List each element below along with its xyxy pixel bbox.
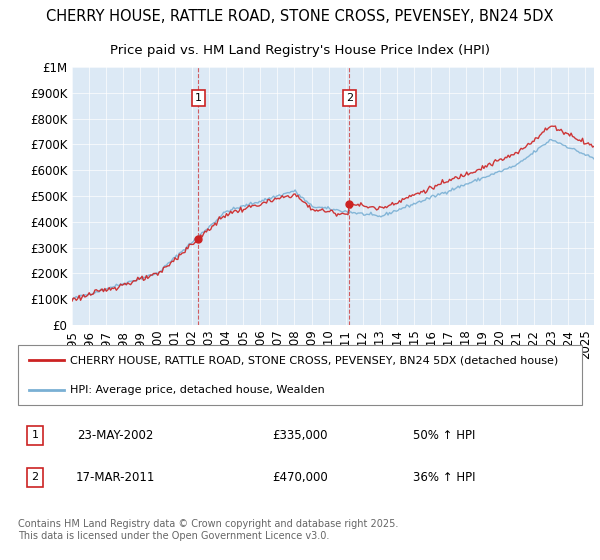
Text: 1: 1 xyxy=(32,431,38,441)
Text: CHERRY HOUSE, RATTLE ROAD, STONE CROSS, PEVENSEY, BN24 5DX: CHERRY HOUSE, RATTLE ROAD, STONE CROSS, … xyxy=(46,10,554,24)
FancyBboxPatch shape xyxy=(18,345,582,405)
Text: 2: 2 xyxy=(346,93,353,103)
Text: 1: 1 xyxy=(195,93,202,103)
Text: Contains HM Land Registry data © Crown copyright and database right 2025.
This d: Contains HM Land Registry data © Crown c… xyxy=(18,519,398,541)
Text: HPI: Average price, detached house, Wealden: HPI: Average price, detached house, Weal… xyxy=(70,385,325,395)
Text: 23-MAY-2002: 23-MAY-2002 xyxy=(77,429,154,442)
Text: 36% ↑ HPI: 36% ↑ HPI xyxy=(413,471,475,484)
Text: Price paid vs. HM Land Registry's House Price Index (HPI): Price paid vs. HM Land Registry's House … xyxy=(110,44,490,57)
Text: £470,000: £470,000 xyxy=(272,471,328,484)
Text: £335,000: £335,000 xyxy=(272,429,328,442)
Text: 50% ↑ HPI: 50% ↑ HPI xyxy=(413,429,475,442)
Text: 17-MAR-2011: 17-MAR-2011 xyxy=(76,471,155,484)
Text: 2: 2 xyxy=(31,472,38,482)
Text: CHERRY HOUSE, RATTLE ROAD, STONE CROSS, PEVENSEY, BN24 5DX (detached house): CHERRY HOUSE, RATTLE ROAD, STONE CROSS, … xyxy=(70,356,558,366)
